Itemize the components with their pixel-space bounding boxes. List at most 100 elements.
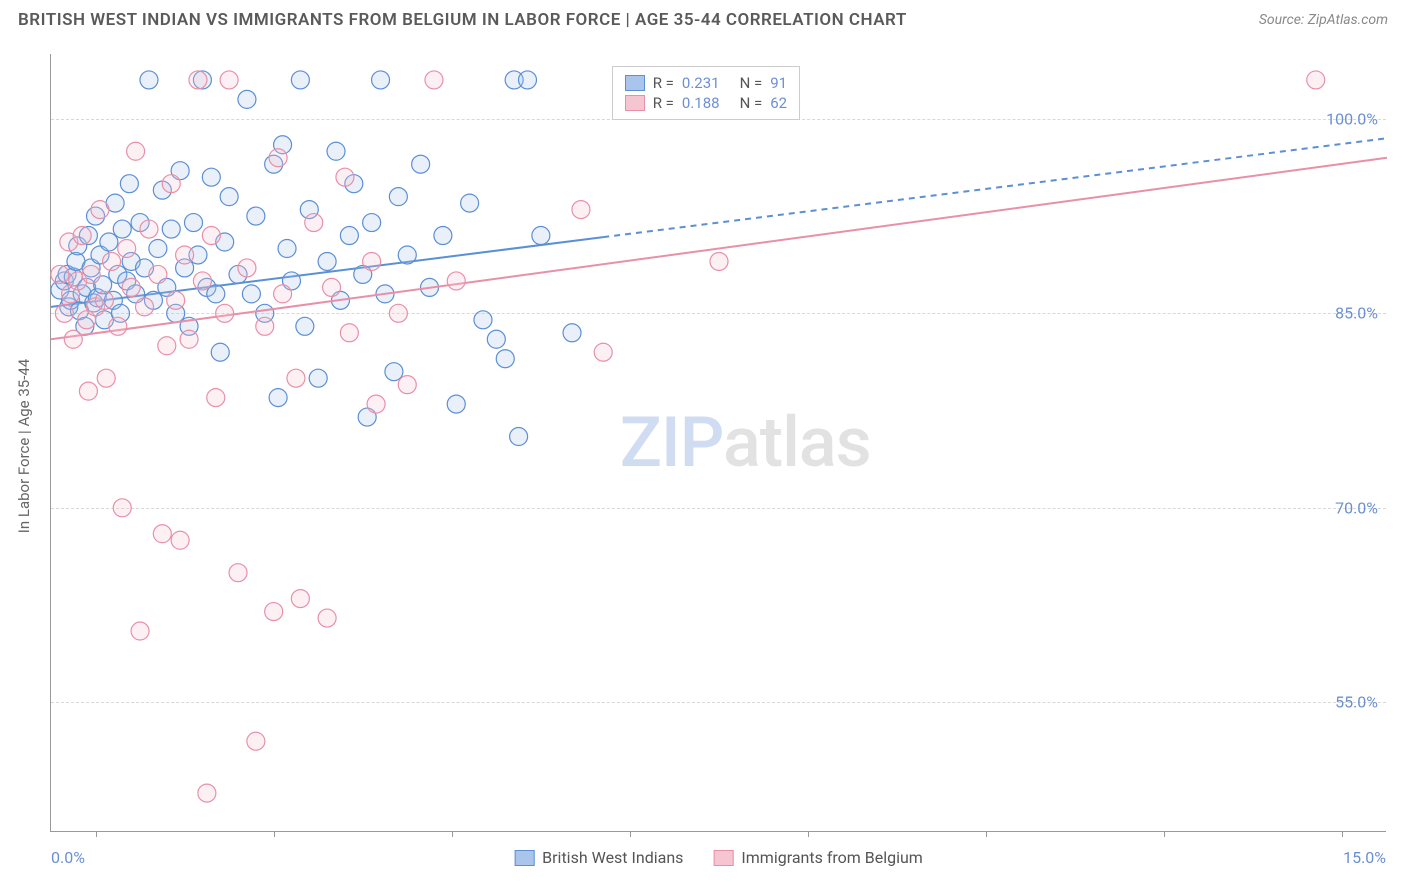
legend-swatch xyxy=(713,850,733,866)
data-point xyxy=(510,428,528,446)
data-point xyxy=(447,272,465,290)
data-point xyxy=(532,227,550,245)
data-point xyxy=(1307,71,1325,89)
series-legend: British West Indians Immigrants from Belg… xyxy=(514,848,923,867)
legend-row: R = 0.188N = 62 xyxy=(625,93,787,113)
data-point xyxy=(79,382,97,400)
data-point xyxy=(434,227,452,245)
data-point xyxy=(296,317,314,335)
data-point xyxy=(120,175,138,193)
data-point xyxy=(269,149,287,167)
legend-n-label: N = xyxy=(740,94,763,112)
legend-item: British West Indians xyxy=(514,848,683,867)
data-point xyxy=(149,240,167,258)
data-point xyxy=(572,201,590,219)
data-point xyxy=(113,220,131,238)
data-point xyxy=(385,363,403,381)
data-point xyxy=(109,317,127,335)
data-point xyxy=(140,220,158,238)
data-point xyxy=(291,590,309,608)
data-point xyxy=(202,227,220,245)
legend-n-value: 91 xyxy=(770,74,787,92)
x-tick xyxy=(808,831,809,837)
legend-r-value: 0.231 xyxy=(682,74,720,92)
data-point xyxy=(563,324,581,342)
data-point xyxy=(97,369,115,387)
data-point xyxy=(140,71,158,89)
x-tick xyxy=(452,831,453,837)
data-point xyxy=(447,395,465,413)
data-point xyxy=(171,531,189,549)
data-point xyxy=(274,285,292,303)
data-point xyxy=(180,330,198,348)
data-point xyxy=(162,175,180,193)
legend-swatch xyxy=(514,850,534,866)
data-point xyxy=(305,214,323,232)
data-point xyxy=(256,317,274,335)
data-point xyxy=(372,71,390,89)
legend-series-name: British West Indians xyxy=(542,848,683,867)
data-point xyxy=(202,168,220,186)
data-point xyxy=(95,291,113,309)
data-point xyxy=(207,285,225,303)
data-point xyxy=(323,278,341,296)
data-point xyxy=(340,227,358,245)
data-point xyxy=(398,376,416,394)
legend-swatch xyxy=(625,95,645,111)
data-point xyxy=(461,194,479,212)
data-point xyxy=(149,265,167,283)
data-point xyxy=(318,609,336,627)
data-point xyxy=(291,71,309,89)
x-tick xyxy=(630,831,631,837)
legend-r-label: R = xyxy=(653,94,674,112)
data-point xyxy=(336,168,354,186)
x-tick xyxy=(1342,831,1343,837)
data-point xyxy=(153,525,171,543)
data-point xyxy=(265,603,283,621)
data-point xyxy=(594,343,612,361)
data-point xyxy=(519,71,537,89)
data-point xyxy=(474,311,492,329)
chart-title: BRITISH WEST INDIAN VS IMMIGRANTS FROM B… xyxy=(18,10,907,30)
data-point xyxy=(193,272,211,290)
legend-swatch xyxy=(625,75,645,91)
data-point xyxy=(318,252,336,270)
legend-series-name: Immigrants from Belgium xyxy=(741,848,922,867)
data-point xyxy=(122,278,140,296)
legend-n-value: 62 xyxy=(770,94,787,112)
legend-r-label: R = xyxy=(653,74,674,92)
data-point xyxy=(176,246,194,264)
x-tick xyxy=(96,831,97,837)
trend-line-dashed xyxy=(603,138,1387,237)
data-point xyxy=(389,188,407,206)
data-point xyxy=(220,188,238,206)
data-point xyxy=(185,214,203,232)
data-point xyxy=(127,142,145,160)
correlation-legend: R = 0.231 N = 91R = 0.188N = 62 xyxy=(612,66,800,120)
data-point xyxy=(167,291,185,309)
data-point xyxy=(389,304,407,322)
data-point xyxy=(710,252,728,270)
data-point xyxy=(398,246,416,264)
data-point xyxy=(73,227,91,245)
data-point xyxy=(103,252,121,270)
data-point xyxy=(82,265,100,283)
data-point xyxy=(55,304,73,322)
data-point xyxy=(238,90,256,108)
data-point xyxy=(207,389,225,407)
data-point xyxy=(162,220,180,238)
data-point xyxy=(91,201,109,219)
data-point xyxy=(242,285,260,303)
x-axis-min: 0.0% xyxy=(51,848,85,867)
data-point xyxy=(51,265,69,283)
data-point xyxy=(425,71,443,89)
data-point xyxy=(100,233,118,251)
data-point xyxy=(247,732,265,750)
data-point xyxy=(64,330,82,348)
data-point xyxy=(189,71,207,89)
data-point xyxy=(496,350,514,368)
data-point xyxy=(247,207,265,225)
data-point xyxy=(220,71,238,89)
data-point xyxy=(412,155,430,173)
data-point xyxy=(211,343,229,361)
